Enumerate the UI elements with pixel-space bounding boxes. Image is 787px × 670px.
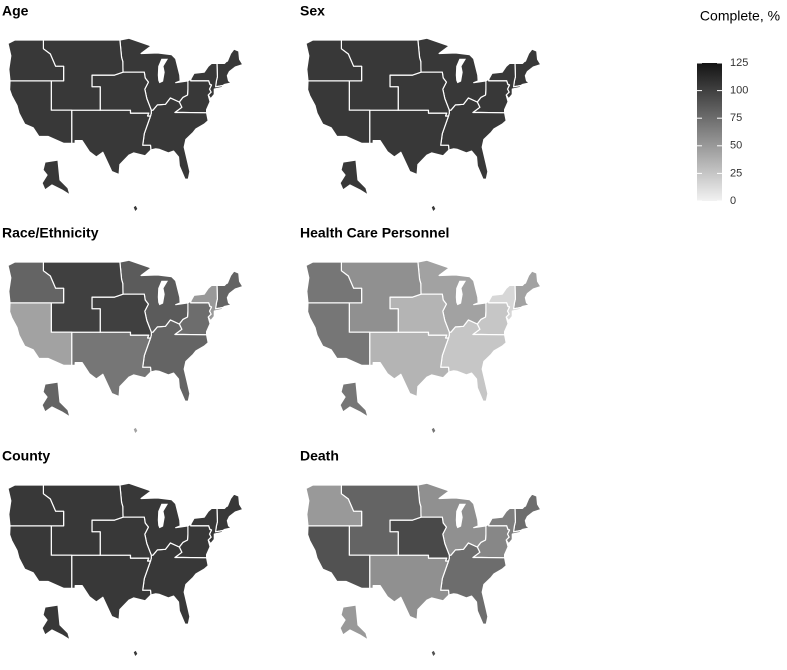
region-inset bbox=[132, 204, 139, 213]
lake bbox=[157, 503, 168, 529]
lake bbox=[455, 58, 466, 84]
region bbox=[215, 493, 244, 533]
region bbox=[513, 493, 542, 533]
region bbox=[513, 48, 542, 88]
region bbox=[9, 80, 73, 144]
region bbox=[71, 554, 152, 621]
region bbox=[369, 331, 450, 398]
legend-tick-label: 125 bbox=[730, 57, 748, 69]
region bbox=[389, 293, 450, 339]
legend-tick-label: 0 bbox=[730, 195, 736, 207]
region-inset bbox=[132, 426, 139, 435]
legend-tick-label: 75 bbox=[730, 112, 742, 124]
region bbox=[91, 516, 152, 562]
map-panel: Race/Ethnicity bbox=[2, 225, 244, 435]
panel-title: Health Care Personnel bbox=[300, 225, 449, 241]
region bbox=[369, 554, 450, 621]
map-panel: Sex bbox=[300, 3, 542, 213]
lake bbox=[455, 503, 466, 529]
region bbox=[9, 525, 73, 589]
region bbox=[7, 39, 65, 82]
region-inset bbox=[41, 381, 71, 418]
legend-colorbar bbox=[697, 63, 722, 201]
lake bbox=[157, 58, 168, 84]
region bbox=[91, 71, 152, 117]
region-inset bbox=[41, 159, 71, 196]
region bbox=[513, 270, 542, 310]
panel-title: Death bbox=[300, 448, 339, 464]
region bbox=[71, 331, 152, 398]
legend-tick-label: 50 bbox=[730, 140, 742, 152]
panel-title: Race/Ethnicity bbox=[2, 225, 99, 241]
region-inset bbox=[430, 426, 437, 435]
region-inset bbox=[339, 381, 369, 418]
region bbox=[305, 39, 363, 82]
map-panel: Health Care Personnel bbox=[300, 225, 542, 435]
region bbox=[307, 80, 371, 144]
region-inset bbox=[339, 159, 369, 196]
lake bbox=[157, 280, 168, 306]
region bbox=[389, 516, 450, 562]
region bbox=[305, 261, 363, 304]
panel-title: County bbox=[2, 448, 50, 464]
region bbox=[389, 71, 450, 117]
region bbox=[215, 270, 244, 310]
region-inset bbox=[339, 604, 369, 641]
map-panel: Death bbox=[300, 448, 542, 658]
map-panel: County bbox=[2, 448, 244, 658]
legend-tick-label: 25 bbox=[730, 167, 742, 179]
region bbox=[305, 484, 363, 527]
region bbox=[71, 109, 152, 176]
region bbox=[369, 109, 450, 176]
region-inset bbox=[132, 649, 139, 658]
region bbox=[215, 48, 244, 88]
region bbox=[9, 302, 73, 366]
panel-title: Sex bbox=[300, 3, 325, 19]
region bbox=[91, 293, 152, 339]
legend-title: Complete, % bbox=[700, 8, 780, 24]
region bbox=[307, 302, 371, 366]
region-inset bbox=[41, 604, 71, 641]
panel-title: Age bbox=[2, 3, 29, 19]
region bbox=[7, 261, 65, 304]
legend-tick-label: 100 bbox=[730, 85, 748, 97]
region bbox=[307, 525, 371, 589]
lake bbox=[455, 280, 466, 306]
region-inset bbox=[430, 649, 437, 658]
region-inset bbox=[430, 204, 437, 213]
map-panel: Age bbox=[2, 3, 244, 213]
region bbox=[7, 484, 65, 527]
